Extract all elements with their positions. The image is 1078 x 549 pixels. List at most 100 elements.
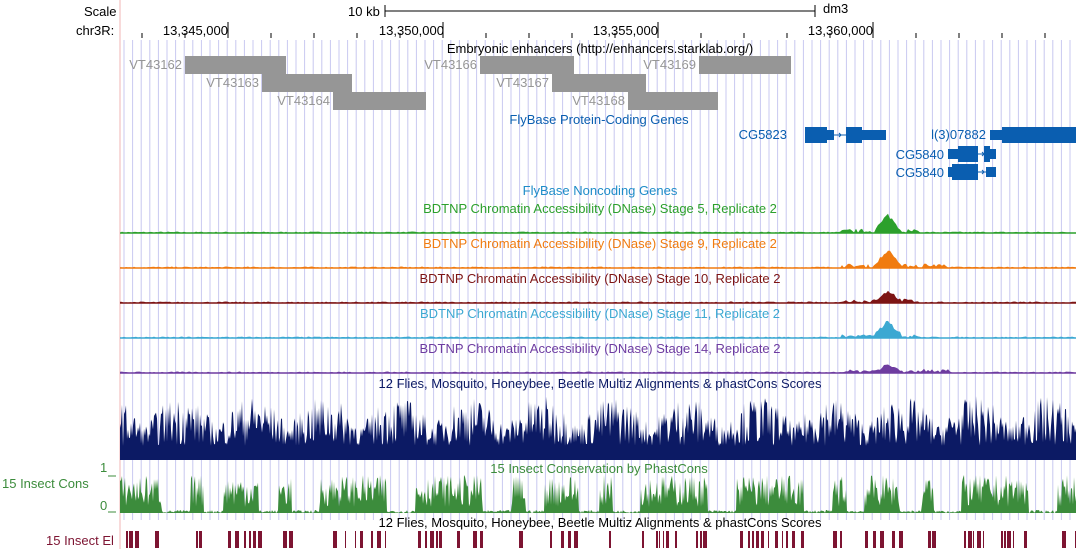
dnase-stage10-title: BDTNP Chromatin Accessibility (DNase) St… <box>419 271 781 286</box>
conserved-element <box>355 531 356 548</box>
strand-arrow <box>808 132 812 138</box>
coding-genes-track-title: FlyBase Protein-Coding Genes <box>509 112 689 127</box>
enhancer-feature-vt43166[interactable] <box>480 56 574 74</box>
gene-exon <box>805 127 827 143</box>
strand-arrow <box>971 151 975 157</box>
phastcons-axis-min: 0 <box>100 498 108 513</box>
multiz-area <box>120 396 1076 460</box>
conserved-element <box>1007 531 1011 548</box>
strand-arrow <box>1033 132 1037 138</box>
multiz-wiggle <box>120 396 1076 460</box>
conserved-element <box>574 531 578 548</box>
enhancer-feature-vt43168[interactable] <box>628 92 718 110</box>
gene-label-cg5840-alt[interactable]: CG5840 <box>895 165 944 180</box>
enhancer-label: VT43169 <box>643 57 696 72</box>
dnase-area <box>120 364 1076 373</box>
conserved-element <box>968 531 972 548</box>
gene-label-cg5840[interactable]: CG5840 <box>895 147 944 162</box>
conserved-element <box>833 531 837 548</box>
conserved-element <box>880 531 884 548</box>
enhancer-feature-vt43167[interactable] <box>552 74 646 92</box>
conserved-element <box>1004 531 1006 548</box>
gene-label-l307882[interactable]: l(3)07882 <box>931 127 986 142</box>
conserved-element <box>792 531 795 548</box>
strand-arrow <box>961 151 965 157</box>
conserved-element <box>425 531 427 548</box>
dnase-signal <box>120 250 1076 269</box>
strand-arrow <box>981 169 985 175</box>
elements-side-label[interactable]: 15 Insect El <box>46 533 114 548</box>
strand-arrow <box>1063 132 1067 138</box>
dnase-stage11-title: BDTNP Chromatin Accessibility (DNase) St… <box>419 306 781 321</box>
conserved-element <box>199 531 202 548</box>
strand-arrow <box>951 151 955 157</box>
dnase-area <box>120 320 1076 338</box>
phastcons-area <box>120 475 1076 513</box>
conserved-element <box>761 531 764 548</box>
enhancer-feature-vt43162[interactable] <box>185 56 286 74</box>
strand-arrow <box>848 132 852 138</box>
conserved-element <box>752 531 754 548</box>
conserved-element <box>740 531 743 548</box>
gene-exon <box>1002 127 1076 143</box>
gene-label-cg5823[interactable]: CG5823 <box>738 127 787 142</box>
strand-arrow <box>951 169 955 175</box>
enhancer-feature-vt43164[interactable] <box>333 92 426 110</box>
conserved-element <box>418 531 421 548</box>
conserved-element <box>436 531 438 548</box>
conserved-element <box>865 531 868 548</box>
conserved-element <box>700 531 702 548</box>
conserved-element <box>457 531 460 548</box>
conserved-element <box>983 531 984 548</box>
conserved-element <box>768 531 769 548</box>
elements-track-title: 12 Flies, Mosquito, Honeybee, Beetle Mul… <box>378 515 822 530</box>
gene-cg5840-alt <box>948 164 996 180</box>
conserved-element <box>480 531 483 548</box>
strand-arrow <box>1023 132 1027 138</box>
conserved-element <box>360 531 363 548</box>
enhancer-label: VT43166 <box>424 57 477 72</box>
conserved-element <box>656 531 658 548</box>
strand-arrow <box>1043 132 1047 138</box>
conserved-element <box>1024 531 1027 548</box>
dnase-area <box>120 250 1076 268</box>
conserved-element <box>550 531 552 548</box>
enhancer-label: VT43164 <box>277 93 330 108</box>
conserved-element <box>519 531 523 548</box>
conserved-element <box>873 531 876 548</box>
enhancer-feature-vt43169[interactable] <box>699 56 791 74</box>
enhancer-feature-vt43163[interactable] <box>262 74 352 92</box>
enhancer-label: VT43162 <box>129 57 182 72</box>
conserved-element <box>675 531 677 548</box>
conserved-element <box>253 531 256 548</box>
ruler-pos-2: 13,350,000 <box>378 23 444 38</box>
conserved-element <box>977 531 981 548</box>
gene-cg5823 <box>805 127 886 143</box>
gene-exon <box>952 164 978 180</box>
conserved-element <box>782 531 783 548</box>
conserved-element <box>1001 531 1003 548</box>
conserved-element <box>609 531 611 548</box>
conserved-element <box>1062 531 1066 548</box>
gene-exon <box>948 167 952 177</box>
conserved-element <box>663 531 664 548</box>
gene-exon <box>958 146 978 162</box>
dnase-area <box>120 290 1076 303</box>
gene-exon <box>948 149 958 159</box>
gene-exon <box>846 127 862 143</box>
scale-label: Scale <box>84 4 117 19</box>
phastcons-side-label[interactable]: 15 Insect Cons <box>2 476 89 491</box>
ruler-pos-1: 13,345,000 <box>162 23 228 38</box>
conserved-element <box>249 531 251 548</box>
conserved-element <box>786 531 788 548</box>
conserved-element <box>899 531 903 548</box>
strand-arrow <box>993 132 997 138</box>
conserved-element <box>696 531 698 548</box>
conserved-element <box>703 531 707 548</box>
conserved-element <box>283 531 287 548</box>
conserved-element <box>666 531 669 548</box>
conserved-element <box>801 531 804 548</box>
dnase-signal <box>120 320 1076 339</box>
